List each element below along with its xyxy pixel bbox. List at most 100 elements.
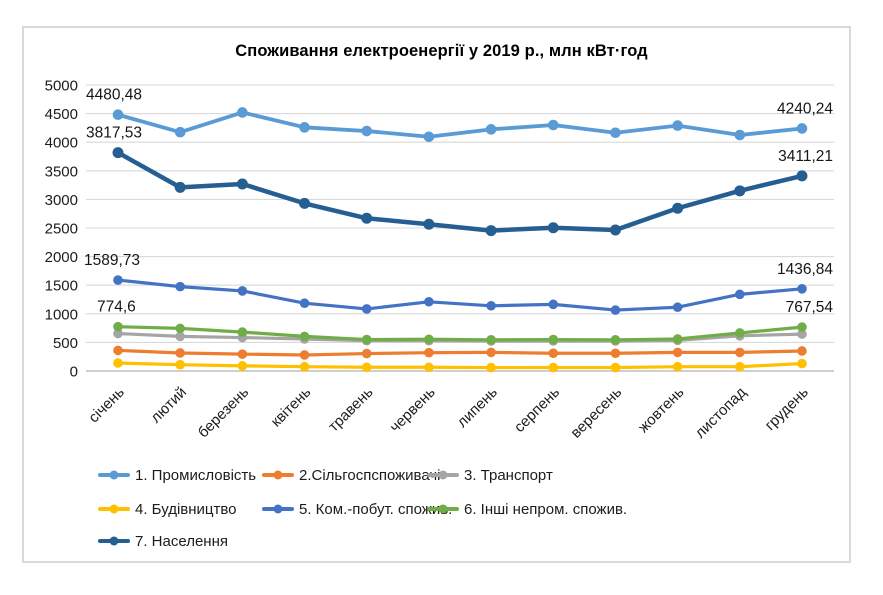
legend-label: 3. Транспорт <box>464 466 553 484</box>
data-point <box>734 185 746 197</box>
series-line-7 <box>115 150 805 233</box>
data-point <box>610 348 621 359</box>
x-axis-label: червень <box>387 384 439 436</box>
legend-dot-icon <box>438 504 448 514</box>
y-axis-label: 3000 <box>45 192 78 209</box>
y-axis-label: 500 <box>53 335 78 352</box>
data-label: 1589,73 <box>84 252 140 269</box>
data-point <box>610 305 621 315</box>
data-point <box>361 348 372 359</box>
data-point <box>797 346 807 356</box>
data-point <box>609 224 621 236</box>
series-line-1 <box>116 110 804 139</box>
y-axis-label: 5000 <box>45 78 78 95</box>
x-axis-label: березень <box>195 384 253 442</box>
data-point <box>734 129 746 141</box>
data-point <box>175 323 185 334</box>
legend-dot-icon <box>109 504 119 514</box>
data-point <box>236 178 248 190</box>
data-point <box>672 334 683 344</box>
legend-line-marker-icon <box>427 504 459 514</box>
data-point <box>797 284 807 294</box>
legend-label: 5. Ком.-побут. спожив. <box>299 500 453 518</box>
data-point <box>548 348 559 359</box>
data-point <box>299 350 310 360</box>
data-point <box>796 170 808 182</box>
legend-label: 1. Промисловість <box>135 466 257 484</box>
x-axis-label: серпень <box>511 384 563 436</box>
data-point <box>548 362 559 373</box>
x-axis-label: квітень <box>268 384 315 431</box>
series-line-5 <box>116 278 804 312</box>
data-point <box>237 361 248 371</box>
data-point <box>175 359 185 370</box>
x-axis-label: травень <box>325 384 377 436</box>
data-point <box>797 322 807 332</box>
data-point <box>361 125 373 137</box>
series-line-2 <box>116 348 804 357</box>
data-point <box>548 299 559 310</box>
data-label: 774,6 <box>97 299 136 316</box>
x-axis-label: вересень <box>567 384 625 442</box>
data-point <box>735 328 745 338</box>
data-point <box>113 275 123 285</box>
data-point <box>299 361 310 372</box>
data-point <box>797 358 807 369</box>
data-point <box>361 362 372 373</box>
data-point <box>672 347 683 358</box>
data-point <box>486 362 496 373</box>
data-point <box>486 300 496 311</box>
data-point <box>113 328 123 339</box>
data-point <box>672 202 684 214</box>
y-axis-label: 2000 <box>45 249 78 266</box>
data-point <box>113 321 123 332</box>
data-label: 1436,84 <box>777 261 833 278</box>
x-axis-label: лютий <box>147 384 190 427</box>
data-point <box>735 289 745 300</box>
data-point <box>424 362 434 373</box>
legend-dot-icon <box>438 470 448 480</box>
data-point <box>361 334 372 345</box>
x-axis-label: листопад <box>692 384 750 442</box>
x-axis-label: січень <box>85 384 128 427</box>
legend-label: 6. Інші непром. спожив. <box>464 500 628 518</box>
data-point <box>486 335 496 345</box>
data-point <box>672 120 683 131</box>
data-point <box>237 286 248 296</box>
legend-item-4: 4. Будівництво <box>98 499 237 519</box>
data-point <box>113 358 123 368</box>
data-point <box>547 119 559 131</box>
series-line-4 <box>116 361 804 370</box>
data-label: 767,54 <box>786 299 834 316</box>
legend-item-5: 5. Ком.-побут. спожив. <box>262 499 452 519</box>
legend-line-marker-icon <box>98 536 130 546</box>
data-point <box>424 334 434 345</box>
data-point <box>237 107 248 118</box>
legend-line-marker-icon <box>98 504 130 514</box>
y-axis-label: 0 <box>70 364 78 381</box>
data-point <box>299 298 310 309</box>
data-point <box>610 127 621 139</box>
legend-label: 7. Населення <box>135 532 228 550</box>
data-point <box>237 327 248 337</box>
legend-label: 4. Будівництво <box>135 500 237 518</box>
legend-item-6: 6. Інші непром. спожив. <box>427 499 627 519</box>
data-point <box>174 126 186 138</box>
data-point <box>299 331 310 342</box>
data-point <box>299 197 311 209</box>
data-point <box>548 334 559 345</box>
data-label: 4480,48 <box>86 87 142 104</box>
legend-line-marker-icon <box>98 470 130 480</box>
data-label: 3411,21 <box>778 148 833 165</box>
data-label: 3817,53 <box>86 125 142 142</box>
legend-item-1: 1. Промисловість <box>98 465 256 485</box>
data-point <box>423 218 435 230</box>
data-point <box>112 109 124 121</box>
data-point <box>237 349 248 359</box>
data-point <box>735 347 745 358</box>
data-point <box>797 329 807 339</box>
legend-item-3: 3. Транспорт <box>427 465 553 485</box>
data-point <box>485 124 497 135</box>
y-axis-label: 4500 <box>45 106 78 123</box>
